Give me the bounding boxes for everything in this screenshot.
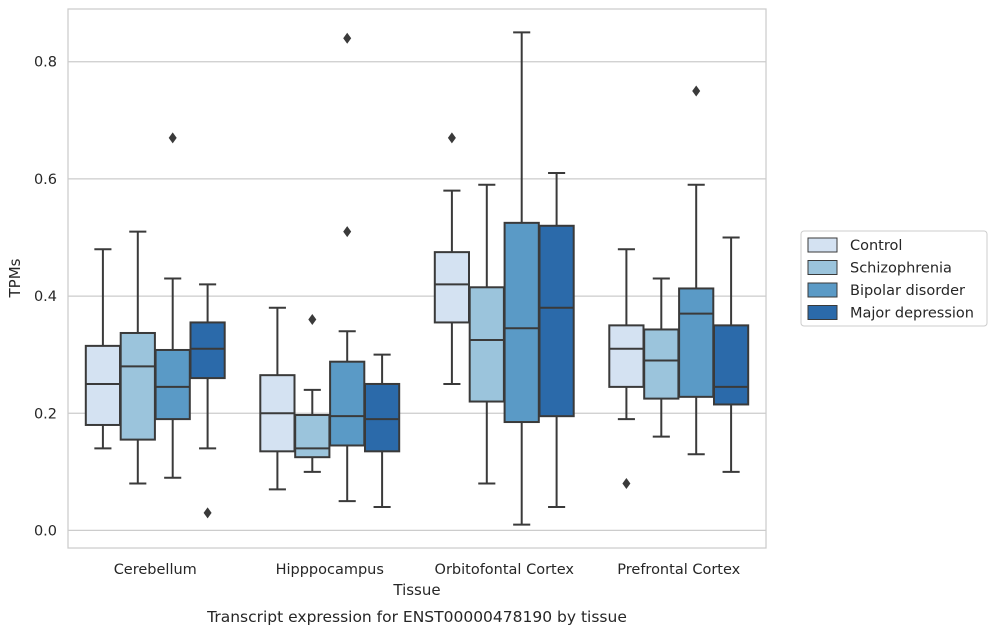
legend-label: Control: [850, 238, 902, 254]
outlier-point: [622, 478, 631, 490]
legend-swatch: [807, 260, 838, 275]
box-body: [189, 321, 226, 380]
box-control: [259, 306, 296, 491]
outlier-point: [168, 132, 177, 144]
outlier-point: [447, 132, 456, 144]
box-schizophrenia: [119, 230, 156, 485]
y-tick-label: 0.8: [34, 55, 57, 71]
legend-label: Bipolar disorder: [850, 283, 965, 299]
box-major-depression: [189, 283, 226, 519]
box-control: [608, 248, 645, 490]
chart-caption: Transcript expression for ENST0000047819…: [206, 608, 627, 626]
box-body: [363, 382, 401, 453]
box-body: [154, 348, 191, 421]
x-axis-label: Tissue: [392, 581, 440, 599]
y-tick-labels: 0.0 0.2 0.4 0.6 0.8: [34, 55, 57, 540]
legend-swatch: [807, 305, 838, 320]
y-tick-label: 0.0: [34, 523, 57, 539]
plot-frame: [67, 8, 767, 549]
x-tick-label: Hipppocampus: [276, 562, 384, 578]
outlier-point: [203, 507, 212, 519]
box-major-depression: [363, 353, 401, 508]
box-body: [538, 224, 575, 418]
box-bipolar-disorder: [154, 132, 191, 479]
box-body: [84, 344, 122, 426]
box-bipolar-disorder: [329, 32, 366, 503]
x-tick-label: Cerebellum: [114, 562, 197, 578]
outlier-point: [692, 85, 701, 97]
outlier-point: [343, 32, 352, 44]
legend-swatch: [807, 237, 838, 253]
x-tick-label: Orbitofontal Cortex: [435, 562, 575, 578]
box-body: [468, 286, 505, 403]
box-body: [294, 414, 331, 459]
box-body: [712, 324, 750, 406]
legend-frame: [800, 230, 988, 327]
box-schizophrenia: [294, 314, 331, 473]
box-control: [433, 132, 471, 385]
box-body: [329, 360, 366, 447]
x-tick-labels: Cerebellum Hipppocampus Orbitofontal Corte…: [114, 562, 741, 578]
legend-label: Schizophrenia: [850, 261, 952, 277]
y-axis-label: TPMs: [6, 258, 24, 298]
box-body: [119, 331, 156, 441]
outlier-point: [343, 226, 352, 238]
y-tick-label: 0.4: [34, 289, 57, 305]
box-bipolar-disorder: [503, 31, 540, 526]
box-control: [84, 248, 122, 450]
box-layer: [84, 31, 750, 526]
box-body: [608, 324, 645, 388]
outlier-point: [308, 314, 317, 326]
y-tick-label: 0.2: [34, 406, 57, 422]
y-tick-label: 0.6: [34, 172, 57, 188]
box-major-depression: [538, 172, 575, 508]
box-schizophrenia: [643, 277, 680, 438]
box-major-depression: [712, 236, 750, 473]
x-tick-label: Prefrontal Cortex: [617, 562, 740, 578]
box-body: [503, 221, 540, 424]
box-schizophrenia: [468, 183, 505, 485]
box-body: [433, 251, 471, 324]
box-body: [643, 328, 680, 400]
legend-label: Major depression: [850, 306, 974, 322]
legend-swatch: [807, 282, 838, 298]
box-bipolar-disorder: [678, 85, 715, 456]
legend: Control Schizophrenia Bipolar disorder Majo…: [800, 230, 988, 327]
box-body: [678, 287, 715, 398]
